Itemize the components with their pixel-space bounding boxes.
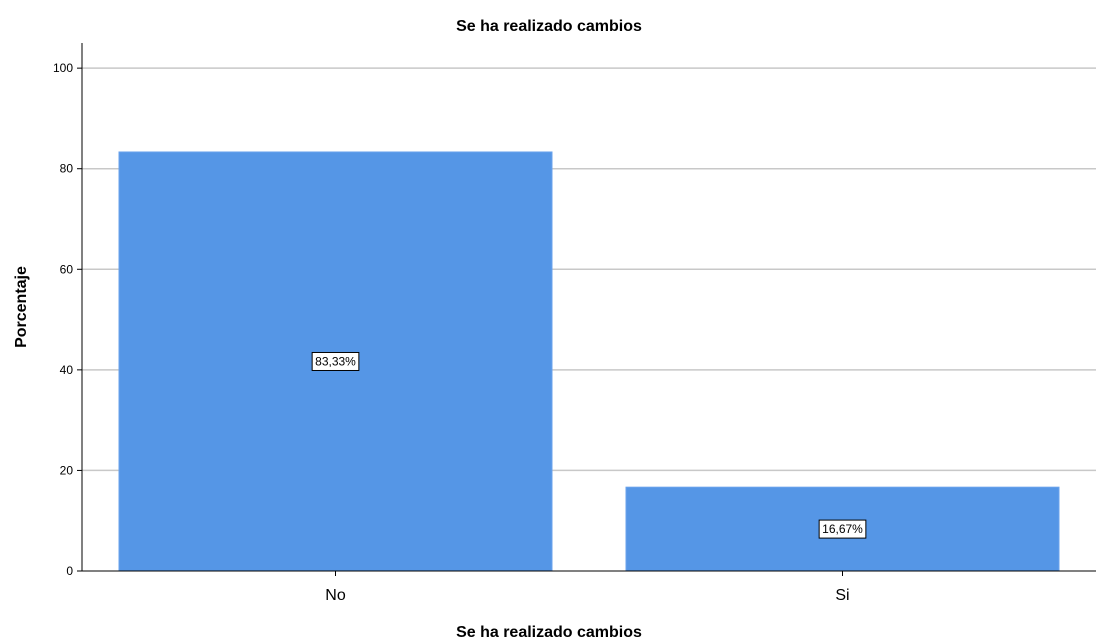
y-tick-label: 20: [60, 463, 74, 477]
y-tick-label: 80: [60, 162, 74, 176]
x-category-labels: No Si: [325, 587, 849, 604]
y-tick-labels: 0 20 40 60 80 100: [53, 61, 73, 578]
axes: [77, 43, 1096, 576]
data-label: 83,33%: [315, 354, 356, 368]
x-category-label: No: [325, 587, 346, 604]
data-label: 16,67%: [822, 522, 863, 536]
y-tick-label: 60: [60, 262, 74, 276]
data-label-box: [818, 519, 867, 539]
y-tick-label: 0: [66, 564, 73, 578]
x-category-label: Si: [835, 587, 849, 604]
data-labels: 83,33% 16,67%: [311, 351, 867, 539]
bars: [118, 151, 1060, 572]
y-axis-title: Porcentaje: [13, 266, 30, 348]
y-tick-label: 40: [60, 363, 74, 377]
x-axis-title: Se ha realizado cambios: [456, 624, 642, 641]
y-tick-label: 100: [53, 61, 73, 75]
data-label-box: [311, 351, 360, 371]
chart-title: Se ha realizado cambios: [456, 18, 642, 35]
